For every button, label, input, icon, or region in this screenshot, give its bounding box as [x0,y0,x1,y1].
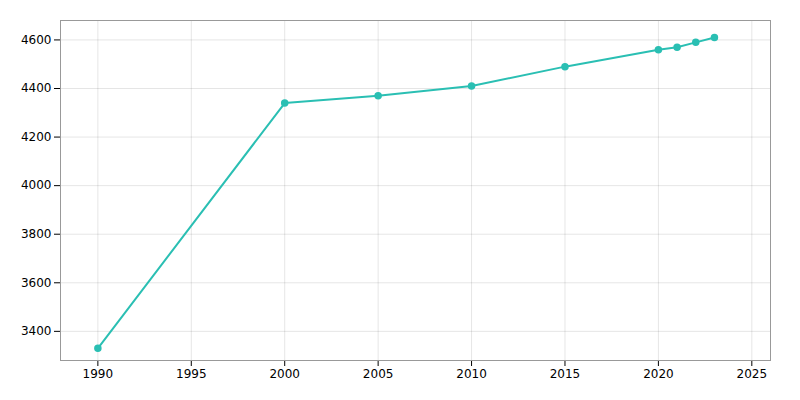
svg-text:2005: 2005 [363,367,394,381]
svg-text:4400: 4400 [21,81,52,95]
svg-text:2020: 2020 [643,367,674,381]
svg-text:1990: 1990 [83,367,114,381]
svg-text:3400: 3400 [21,324,52,338]
svg-text:2025: 2025 [737,367,768,381]
svg-text:3800: 3800 [21,227,52,241]
svg-text:4000: 4000 [21,178,52,192]
svg-text:2015: 2015 [550,367,581,381]
svg-text:1995: 1995 [176,367,207,381]
svg-text:3600: 3600 [21,276,52,290]
svg-text:4200: 4200 [21,130,52,144]
svg-text:4600: 4600 [21,33,52,47]
svg-text:2000: 2000 [269,367,300,381]
svg-text:2010: 2010 [456,367,487,381]
